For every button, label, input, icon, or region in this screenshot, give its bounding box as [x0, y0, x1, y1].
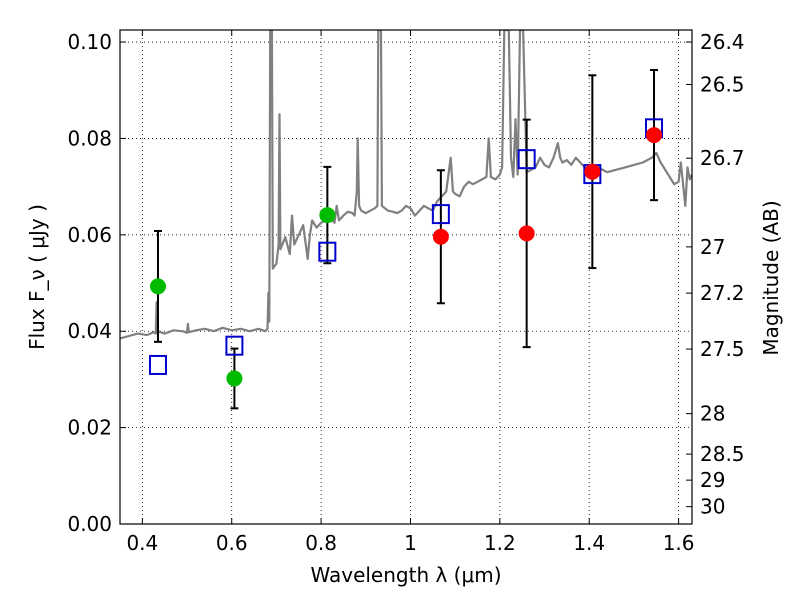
- right-tick-label: 26.4: [700, 30, 745, 54]
- x-tick-label: 0.6: [216, 531, 248, 555]
- right-axis-tick-labels: 26.4 26.5 26.7 27 27.2 27.5 28 28.529 30: [700, 30, 745, 519]
- right-tick-label: 26.7: [700, 146, 745, 170]
- y-tick-label: 0.08: [67, 126, 112, 150]
- right-tick-label: 28.5: [700, 442, 745, 466]
- plot-frame: [119, 29, 693, 525]
- y-axis-label: Flux F_ν ( μJy ): [25, 204, 49, 350]
- x-tick-label: 0.4: [126, 531, 158, 555]
- observed-flux-markers: [149, 127, 663, 387]
- right-tick-label: 27: [700, 235, 725, 259]
- x-tick-label: 0.8: [305, 531, 337, 555]
- observed-flux-point: [646, 127, 663, 144]
- y-tick-label: 0.10: [67, 30, 112, 54]
- right-tick-label: 27.5: [700, 337, 745, 361]
- x-tick-label: 1.2: [484, 531, 516, 555]
- model-band-square: [431, 204, 450, 225]
- right-tick-label: 27.2: [700, 281, 745, 305]
- observed-flux-point: [319, 207, 336, 224]
- model-band-square: [148, 354, 167, 375]
- right-tick-label: 29: [700, 468, 725, 492]
- x-tick-label: 1: [404, 531, 417, 555]
- model-band-square: [318, 241, 337, 262]
- right-tick-label: 30: [700, 495, 725, 519]
- y-tick-labels: 0.00 0.02 0.04 0.06 0.08 0.10: [67, 30, 112, 536]
- observed-flux-point: [226, 370, 243, 387]
- x-tick-label: 1.6: [663, 531, 695, 555]
- right-tick-label: 26.5: [700, 72, 745, 96]
- model-band-square: [517, 149, 536, 170]
- error-bars: [153, 69, 659, 410]
- axis-ticks: [120, 30, 692, 525]
- y-tick-label: 0.04: [67, 319, 112, 343]
- observed-flux-point: [432, 228, 449, 245]
- x-axis-label: Wavelength λ (μm): [310, 563, 501, 587]
- observed-flux-point: [584, 163, 601, 180]
- x-tick-labels: 0.4 0.6 0.8 1 1.2 1.4 1.6: [126, 531, 694, 555]
- right-tick-label: 28: [700, 402, 725, 426]
- right-axis-label: Magnitude (AB): [759, 200, 783, 355]
- y-tick-label: 0.06: [67, 223, 112, 247]
- grid: [120, 30, 692, 525]
- y-tick-label: 0.02: [67, 416, 112, 440]
- observed-flux-point: [518, 225, 535, 242]
- x-tick-label: 1.4: [573, 531, 605, 555]
- model-spectrum-line: [120, 30, 692, 340]
- plot-area: [120, 30, 692, 410]
- observed-flux-point: [149, 278, 166, 295]
- y-tick-label: 0.00: [67, 512, 112, 536]
- model-band-markers: [148, 118, 664, 375]
- model-band-square: [225, 335, 244, 356]
